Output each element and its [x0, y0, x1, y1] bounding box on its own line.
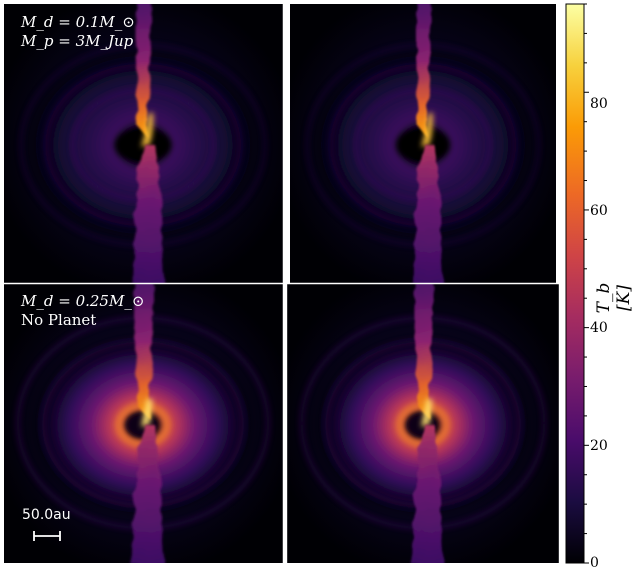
disk-mass-label: M_d = 0.1M_⊙ — [21, 13, 135, 31]
panel-bottom-left-label: M_d = 0.25M_⊙ No Planet — [21, 292, 144, 330]
no-planet-label: No Planet — [21, 311, 97, 329]
scale-bar-label: 50.0au — [22, 507, 71, 523]
colorbar-tick-label: 40 — [590, 320, 608, 336]
colorbar — [565, 3, 589, 564]
colorbar-tick-label: 0 — [590, 555, 599, 571]
scale-bar — [33, 531, 61, 541]
disk-mass-label: M_d = 0.25M_⊙ — [21, 292, 145, 310]
colorbar-tick-label: 20 — [590, 438, 608, 454]
panel-top-left-label: M_d = 0.1M_⊙ M_p = 3M_Jup — [21, 13, 135, 51]
colorbar-ticks — [584, 3, 589, 564]
panel-top-right-image — [290, 1, 556, 285]
colorbar-tick-label: 60 — [590, 203, 608, 219]
colorbar-label: T_b [K] — [594, 282, 633, 314]
colorbar-tick-label: 80 — [590, 96, 608, 112]
planet-mass-label: M_p = 3M_Jup — [21, 32, 134, 50]
panel-bottom-right-image — [287, 281, 559, 565]
